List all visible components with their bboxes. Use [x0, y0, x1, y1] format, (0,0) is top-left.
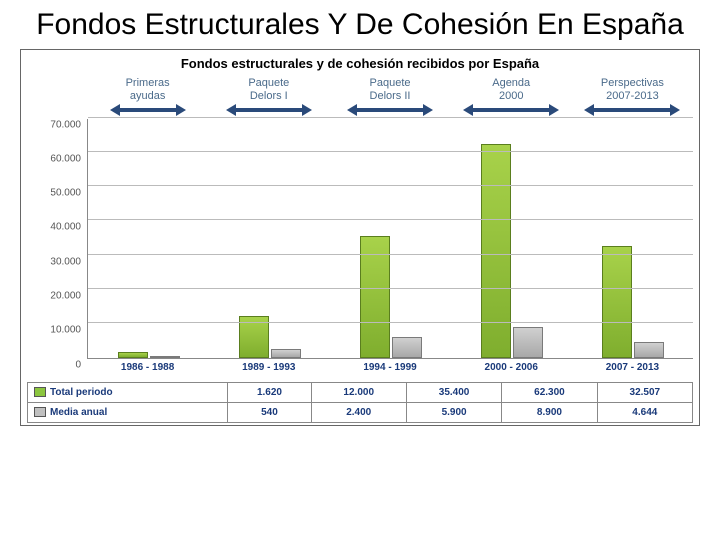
table-cell: 35.400	[406, 382, 501, 402]
slide: Fondos Estructurales Y De Cohesión En Es…	[0, 0, 720, 540]
table-cell: 1.620	[228, 382, 311, 402]
x-axis-labels: 1986 - 19881989 - 19931994 - 19992000 - …	[27, 359, 693, 378]
period-label-row: PrimerasayudasPaqueteDelors IPaqueteDelo…	[27, 77, 693, 103]
y-tick-label: 20.000	[50, 290, 81, 301]
table-cell: 5.900	[406, 402, 501, 422]
series-name: Media anual	[28, 402, 228, 422]
grid-line	[88, 117, 693, 118]
chart-container: Fondos estructurales y de cohesión recib…	[20, 49, 700, 426]
grid-line	[88, 219, 693, 220]
y-tick-label: 0	[75, 359, 81, 370]
table-cell: 540	[228, 402, 311, 422]
y-tick-label: 70.000	[50, 119, 81, 130]
bar-total	[602, 246, 632, 357]
grid-line	[88, 288, 693, 289]
grid-line	[88, 254, 693, 255]
period-label: PaqueteDelors II	[329, 77, 450, 103]
x-axis-label: 1989 - 1993	[208, 359, 329, 378]
table-row: Total periodo1.62012.00035.40062.30032.5…	[28, 382, 693, 402]
period-arrow	[329, 105, 450, 115]
bar-media	[150, 356, 180, 358]
x-axis-label: 2000 - 2006	[451, 359, 572, 378]
legend-swatch	[34, 407, 46, 417]
bar-total	[481, 144, 511, 358]
table-cell: 8.900	[502, 402, 597, 422]
table-cell: 12.000	[311, 382, 406, 402]
x-axis-label: 1986 - 1988	[87, 359, 208, 378]
period-arrow-row	[27, 105, 693, 115]
y-tick-label: 30.000	[50, 256, 81, 267]
plot-row: 010.00020.00030.00040.00050.00060.00070.…	[27, 119, 693, 359]
table-cell: 2.400	[311, 402, 406, 422]
grid-line	[88, 322, 693, 323]
table-cell: 32.507	[597, 382, 692, 402]
data-table: Total periodo1.62012.00035.40062.30032.5…	[27, 382, 693, 423]
grid-line	[88, 151, 693, 152]
bar-media	[392, 337, 422, 357]
period-label: PaqueteDelors I	[208, 77, 329, 103]
period-arrow	[87, 105, 208, 115]
y-tick-label: 40.000	[50, 222, 81, 233]
bar-total	[118, 352, 148, 358]
table-cell: 62.300	[502, 382, 597, 402]
period-label: Primerasayudas	[87, 77, 208, 103]
period-label: Perspectivas2007-2013	[572, 77, 693, 103]
x-axis-label: 1994 - 1999	[329, 359, 450, 378]
period-arrow	[208, 105, 329, 115]
bar-media	[513, 327, 543, 358]
bar-media	[634, 342, 664, 358]
table-row: Media anual5402.4005.9008.9004.644	[28, 402, 693, 422]
y-axis: 010.00020.00030.00040.00050.00060.00070.…	[27, 119, 87, 359]
period-label: Agenda2000	[451, 77, 572, 103]
slide-title: Fondos Estructurales Y De Cohesión En Es…	[20, 8, 700, 43]
period-arrow	[572, 105, 693, 115]
plot-area	[87, 119, 693, 359]
bar-media	[271, 349, 301, 357]
chart-subtitle: Fondos estructurales y de cohesión recib…	[27, 56, 693, 71]
y-tick-label: 10.000	[50, 325, 81, 336]
series-name: Total periodo	[28, 382, 228, 402]
y-tick-label: 50.000	[50, 188, 81, 199]
table-cell: 4.644	[597, 402, 692, 422]
y-tick-label: 60.000	[50, 153, 81, 164]
grid-line	[88, 185, 693, 186]
x-axis-label: 2007 - 2013	[572, 359, 693, 378]
period-arrow	[451, 105, 572, 115]
legend-swatch	[34, 387, 46, 397]
